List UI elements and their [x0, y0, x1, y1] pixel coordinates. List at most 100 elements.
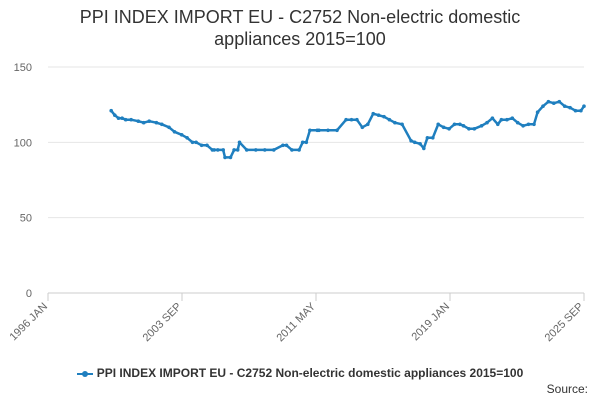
data-point: [160, 122, 164, 127]
data-point: [467, 127, 471, 131]
data-point: [409, 139, 413, 143]
data-point: [485, 120, 489, 125]
data-point: [510, 116, 515, 120]
data-point: [185, 136, 189, 140]
legend-marker: [81, 370, 88, 377]
data-point: [447, 127, 451, 131]
data-point: [496, 122, 500, 127]
data-point: [194, 140, 198, 145]
data-point: [179, 133, 184, 137]
data-point: [308, 128, 312, 133]
data-point: [573, 108, 578, 113]
data-point: [400, 122, 404, 127]
data-point: [244, 148, 249, 152]
data-point: [535, 110, 540, 114]
data-point: [300, 140, 305, 145]
data-point: [568, 105, 572, 110]
data-point: [284, 143, 289, 148]
data-point: [147, 119, 151, 123]
data-point: [120, 116, 124, 120]
data-point: [376, 113, 381, 117]
data-point: [129, 117, 133, 122]
data-point: [136, 119, 141, 123]
x-tick-label: 2025 SEP: [543, 301, 587, 345]
x-tick-label: 2011 MAY: [274, 300, 318, 344]
y-tick-label: 150: [14, 62, 32, 74]
data-point: [154, 120, 159, 125]
data-point: [304, 140, 309, 145]
data-point: [109, 108, 113, 113]
data-point: [223, 155, 227, 160]
data-point: [393, 120, 397, 125]
data-point: [552, 101, 556, 105]
data-point: [254, 148, 258, 152]
data-point: [216, 148, 220, 152]
data-point: [290, 148, 294, 152]
data-point: [221, 148, 225, 152]
data-point: [562, 104, 567, 108]
data-point: [526, 122, 531, 127]
data-point: [344, 117, 348, 122]
gridlines: [48, 66, 584, 219]
legend-line-marker-icon: [76, 370, 93, 377]
data-point: [366, 122, 370, 127]
data-point: [499, 117, 504, 122]
data-point: [235, 148, 240, 152]
data-point: [205, 143, 209, 148]
chart-title: PPI INDEX IMPORT EU - C2752 Non-electric…: [79, 7, 521, 49]
data-point: [228, 155, 233, 160]
data-point: [123, 117, 128, 122]
data-point: [532, 122, 536, 127]
x-axis-ticks: 1996 JAN 2003 SEP 2011 MAY 2019 JAN 2025 SEP: [7, 293, 586, 344]
legend[interactable]: PPI INDEX IMPORT EU - C2752 Non-electric…: [0, 366, 600, 380]
data-point: [113, 113, 117, 117]
data-point: [172, 130, 177, 134]
data-point: [167, 125, 171, 130]
data-point: [515, 120, 520, 125]
x-tick-label: 2019 JAN: [409, 301, 452, 344]
data-point: [546, 99, 551, 104]
data-point: [541, 104, 545, 108]
data-point: [422, 146, 426, 151]
data-point: [582, 104, 586, 108]
data-point: [349, 117, 354, 122]
data-point: [387, 117, 392, 122]
data-point: [472, 127, 477, 131]
data-point: [116, 116, 121, 120]
data-point: [521, 124, 525, 128]
series-line: [110, 100, 586, 159]
source-label: Source:: [546, 382, 588, 396]
y-tick-label: 50: [20, 213, 32, 225]
data-point: [326, 128, 330, 133]
data-point: [461, 124, 466, 128]
data-point: [263, 148, 267, 152]
data-point: [237, 140, 242, 145]
data-point: [479, 124, 484, 128]
data-point: [458, 122, 462, 127]
data-point: [297, 148, 301, 152]
y-tick-label: 100: [14, 137, 32, 149]
x-tick-label: 2003 SEP: [141, 301, 185, 345]
data-point: [335, 128, 339, 133]
data-point: [557, 99, 562, 104]
data-point: [579, 108, 583, 113]
y-axis-ticks: 0 50 100 150: [14, 62, 32, 300]
legend-label: PPI INDEX IMPORT EU - C2752 Non-electric…: [96, 366, 524, 380]
data-point: [190, 140, 195, 145]
y-tick-label: 0: [26, 288, 32, 300]
data-point: [232, 148, 236, 152]
data-point: [425, 136, 430, 140]
data-point: [281, 143, 285, 148]
data-point: [272, 148, 276, 152]
data-point: [199, 143, 204, 148]
data-point: [441, 125, 446, 130]
series-layer: [109, 99, 586, 160]
data-point: [355, 117, 359, 122]
data-point: [418, 142, 422, 146]
data-point: [431, 136, 435, 140]
data-point: [360, 125, 365, 130]
data-point: [505, 117, 509, 122]
data-point: [141, 120, 146, 125]
data-point: [371, 111, 376, 116]
